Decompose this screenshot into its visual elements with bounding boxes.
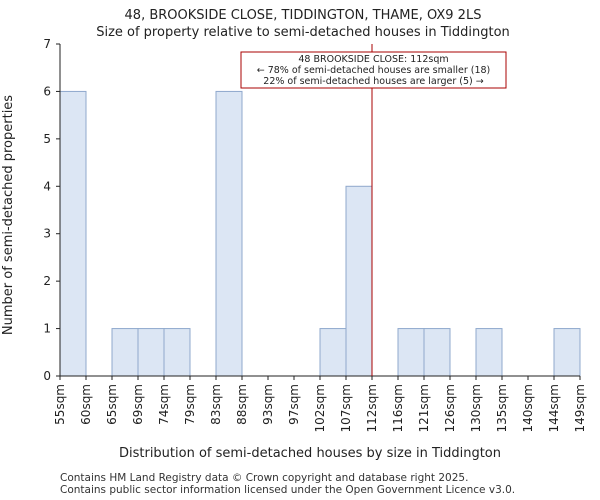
bar-121sqm [423, 328, 451, 377]
bar-130sqm [475, 328, 503, 377]
y-tick-label: 0 [43, 369, 51, 383]
x-tick-label: 121sqm [417, 384, 431, 432]
x-tick-label: 69sqm [131, 384, 145, 425]
chart-subtitle: Size of property relative to semi-detach… [96, 25, 510, 40]
annotation-box: 48 BROOKSIDE CLOSE: 112sqm ← 78% of semi… [240, 51, 507, 89]
x-tick-label: 144sqm [547, 384, 561, 432]
annotation-line-smaller: ← 78% of semi-detached houses are smalle… [257, 65, 491, 76]
y-tick-label: 4 [43, 179, 51, 193]
bar-83sqm [215, 90, 243, 377]
x-tick-label: 55sqm [53, 384, 67, 425]
y-tick-label: 2 [43, 274, 51, 288]
bar-55sqm [59, 90, 87, 377]
y-tick-label: 7 [43, 37, 51, 51]
bar-65sqm [111, 328, 139, 377]
x-tick-label: 65sqm [105, 384, 119, 425]
footer-line-2: Contains public sector information licen… [60, 484, 515, 496]
bar-144sqm [553, 328, 581, 377]
x-tick-label: 88sqm [235, 384, 249, 425]
x-axis-ticks: 55sqm 60sqm 65sqm 69sqm 74sqm 79sqm 83sqm 88sqm… [53, 376, 587, 432]
bar-69sqm [137, 328, 165, 377]
x-tick-label: 135sqm [495, 384, 509, 432]
x-tick-label: 140sqm [521, 384, 535, 432]
bar-107sqm [345, 185, 373, 377]
x-tick-label: 116sqm [391, 384, 405, 432]
annotation-line-larger: 22% of semi-detached houses are larger (… [263, 76, 483, 87]
footer-line-1: Contains HM Land Registry data © Crown c… [60, 472, 468, 484]
x-tick-label: 60sqm [79, 384, 93, 425]
y-axis-label: Number of semi-detached properties [1, 95, 16, 335]
y-tick-label: 3 [43, 227, 51, 241]
x-axis-label: Distribution of semi-detached houses by … [119, 446, 501, 461]
x-tick-label: 97sqm [287, 384, 301, 425]
y-tick-label: 1 [43, 322, 51, 336]
annotation-line-title: 48 BROOKSIDE CLOSE: 112sqm [298, 54, 448, 65]
y-tick-label: 5 [43, 132, 51, 146]
y-tick-label: 6 [43, 84, 51, 98]
bar-116sqm [397, 328, 425, 377]
x-tick-label: 107sqm [339, 384, 353, 432]
x-tick-label: 112sqm [365, 384, 379, 432]
bar-102sqm [319, 328, 347, 377]
bars-group [59, 90, 581, 377]
x-tick-label: 93sqm [261, 384, 275, 425]
x-tick-label: 130sqm [469, 384, 483, 432]
y-axis-ticks: 0 1 2 3 4 5 6 7 [43, 37, 60, 383]
chart-title: 48, BROOKSIDE CLOSE, TIDDINGTON, THAME, … [125, 8, 482, 23]
x-tick-label: 74sqm [157, 384, 171, 425]
annotation-frame [240, 51, 507, 89]
x-tick-label: 126sqm [443, 384, 457, 432]
x-tick-label: 83sqm [209, 384, 223, 425]
bar-74sqm [163, 328, 191, 377]
x-tick-label: 149sqm [573, 384, 587, 432]
x-tick-label: 79sqm [183, 384, 197, 425]
x-tick-label: 102sqm [313, 384, 327, 432]
